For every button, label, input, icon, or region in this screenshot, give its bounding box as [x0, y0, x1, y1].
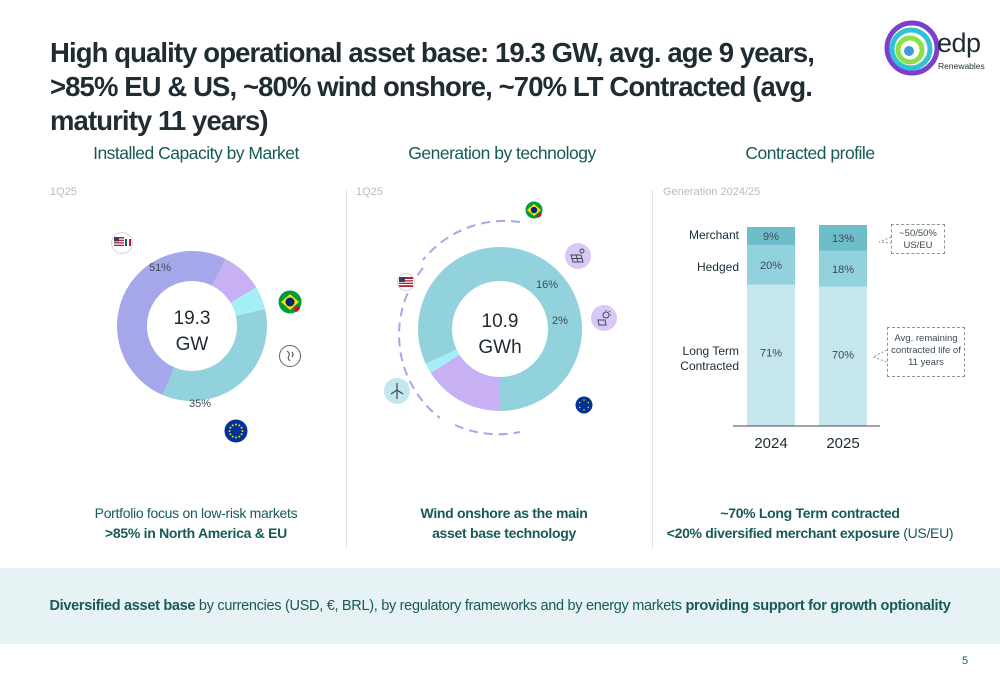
series-name-label: Long Term [683, 344, 739, 358]
series-name-label: Contracted [680, 359, 739, 373]
callout-remaining-life: Avg. remaining contracted life of 11 yea… [887, 327, 965, 377]
panel-title-generation: Generation by technology [408, 143, 596, 163]
donut-slice-north-america [117, 251, 226, 396]
bar-hedged-2025 [819, 250, 867, 287]
callout-pointer-bottom [871, 349, 888, 363]
footer-bold-1: Diversified asset base [49, 598, 196, 614]
bar-long-term-contracted-2025 [819, 286, 867, 426]
bar-label-merchant-2025: 13% [832, 233, 854, 245]
us-flag-icon [397, 273, 415, 291]
donut-center-label: 10.9 [482, 311, 519, 332]
donut-slice-wind-onshore [417, 247, 582, 411]
panel-divider-2 [652, 190, 653, 548]
brazil-flag-small-icon [525, 201, 543, 219]
solar-sun-icon [591, 305, 617, 331]
bar-merchant-2024 [747, 227, 795, 245]
caption-contracted: ~70% Long Term contracted <20% diversifi… [656, 503, 964, 543]
panel-subtitle-capacity: 1Q25 [50, 186, 77, 198]
slice-label-north-america: 51% [149, 262, 171, 274]
caption-generation-line2: asset base technology [432, 525, 576, 541]
panel-subtitle-contracted: Generation 2024/25 [663, 186, 761, 198]
bar-label-long-term-contracted-2024: 71% [760, 348, 782, 360]
caption-contracted-line2-bold: <20% diversified merchant exposure [666, 525, 900, 541]
donut-slice-other [425, 349, 460, 373]
donut-slice-europe [162, 309, 268, 401]
caption-generation: Wind onshore as the main asset base tech… [370, 503, 638, 543]
callout-pointer-top [878, 236, 892, 244]
footer-text-1: by currencies (USD, €, BRL), by regulato… [195, 598, 686, 614]
bar-merchant-2025 [819, 225, 867, 251]
solar-panel-icon [565, 243, 591, 269]
us-mexico-canada-flags-icon [111, 232, 133, 254]
logo-subtitle: Renewables [938, 61, 985, 71]
bar-label-hedged-2024: 20% [760, 260, 782, 272]
donut-slice-brazil [212, 258, 257, 303]
eu-flag-small-icon [575, 396, 593, 414]
footer-banner [0, 568, 1000, 644]
x-tick-2024: 2024 [754, 435, 787, 452]
panel-subtitle-generation: 1Q25 [356, 186, 383, 198]
caption-contracted-line1: ~70% Long Term contracted [720, 505, 900, 521]
bar-long-term-contracted-2024 [747, 284, 795, 426]
donut-center-label: GWh [478, 337, 521, 358]
bar-hedged-2024 [747, 244, 795, 285]
page-number: 5 [962, 655, 969, 667]
caption-generation-line1: Wind onshore as the main [420, 505, 588, 521]
series-name-label: Merchant [689, 228, 740, 242]
globe-icon [279, 345, 301, 367]
donut-center-label: GW [176, 334, 209, 355]
x-tick-2025: 2025 [826, 435, 859, 452]
edp-logo-icon [884, 20, 940, 76]
brazil-flag-icon [278, 290, 302, 314]
contracted-bar-chart: 71% 20% 9% 2024 70% 18% 13% 2025 Merchant Hedged L… [680, 225, 892, 452]
donut-center-label: 19.3 [174, 308, 211, 329]
bar-label-long-term-contracted-2025: 70% [832, 350, 854, 362]
wind-turbine-icon [384, 378, 410, 404]
footer-text: Diversified asset base by currencies (US… [0, 598, 1000, 614]
bar-label-hedged-2025: 18% [832, 264, 854, 276]
panel-title-contracted: Contracted profile [745, 143, 875, 163]
caption-capacity: Portfolio focus on low-risk markets >85%… [60, 503, 332, 543]
donut-slice-apac-other [230, 287, 266, 316]
eu-flag-icon [224, 419, 248, 443]
donut-slice-solar [430, 354, 500, 411]
footer-bold-2: providing support for growth optionality [685, 598, 951, 614]
panel-divider-1 [346, 190, 347, 548]
series-name-label: Hedged [697, 260, 739, 274]
callout-us-eu: ~50/50% US/EU [891, 224, 945, 254]
logo-name: edp [937, 28, 981, 58]
bar-label-merchant-2024: 9% [763, 231, 779, 243]
slice-label-solar: 16% [536, 279, 558, 291]
caption-contracted-line2-rest: (US/EU) [899, 525, 954, 541]
panel-title-capacity: Installed Capacity by Market [93, 143, 299, 163]
caption-capacity-line2: >85% in North America & EU [105, 525, 287, 541]
capacity-donut-chart: 51%9%5%35%19.3GW [117, 251, 268, 410]
caption-capacity-line1: Portfolio focus on low-risk markets [94, 505, 298, 521]
slice-label-europe: 35% [189, 398, 211, 410]
slice-label-other: 2% [552, 315, 568, 327]
page-title: High quality operational asset base: 19.… [50, 37, 815, 136]
